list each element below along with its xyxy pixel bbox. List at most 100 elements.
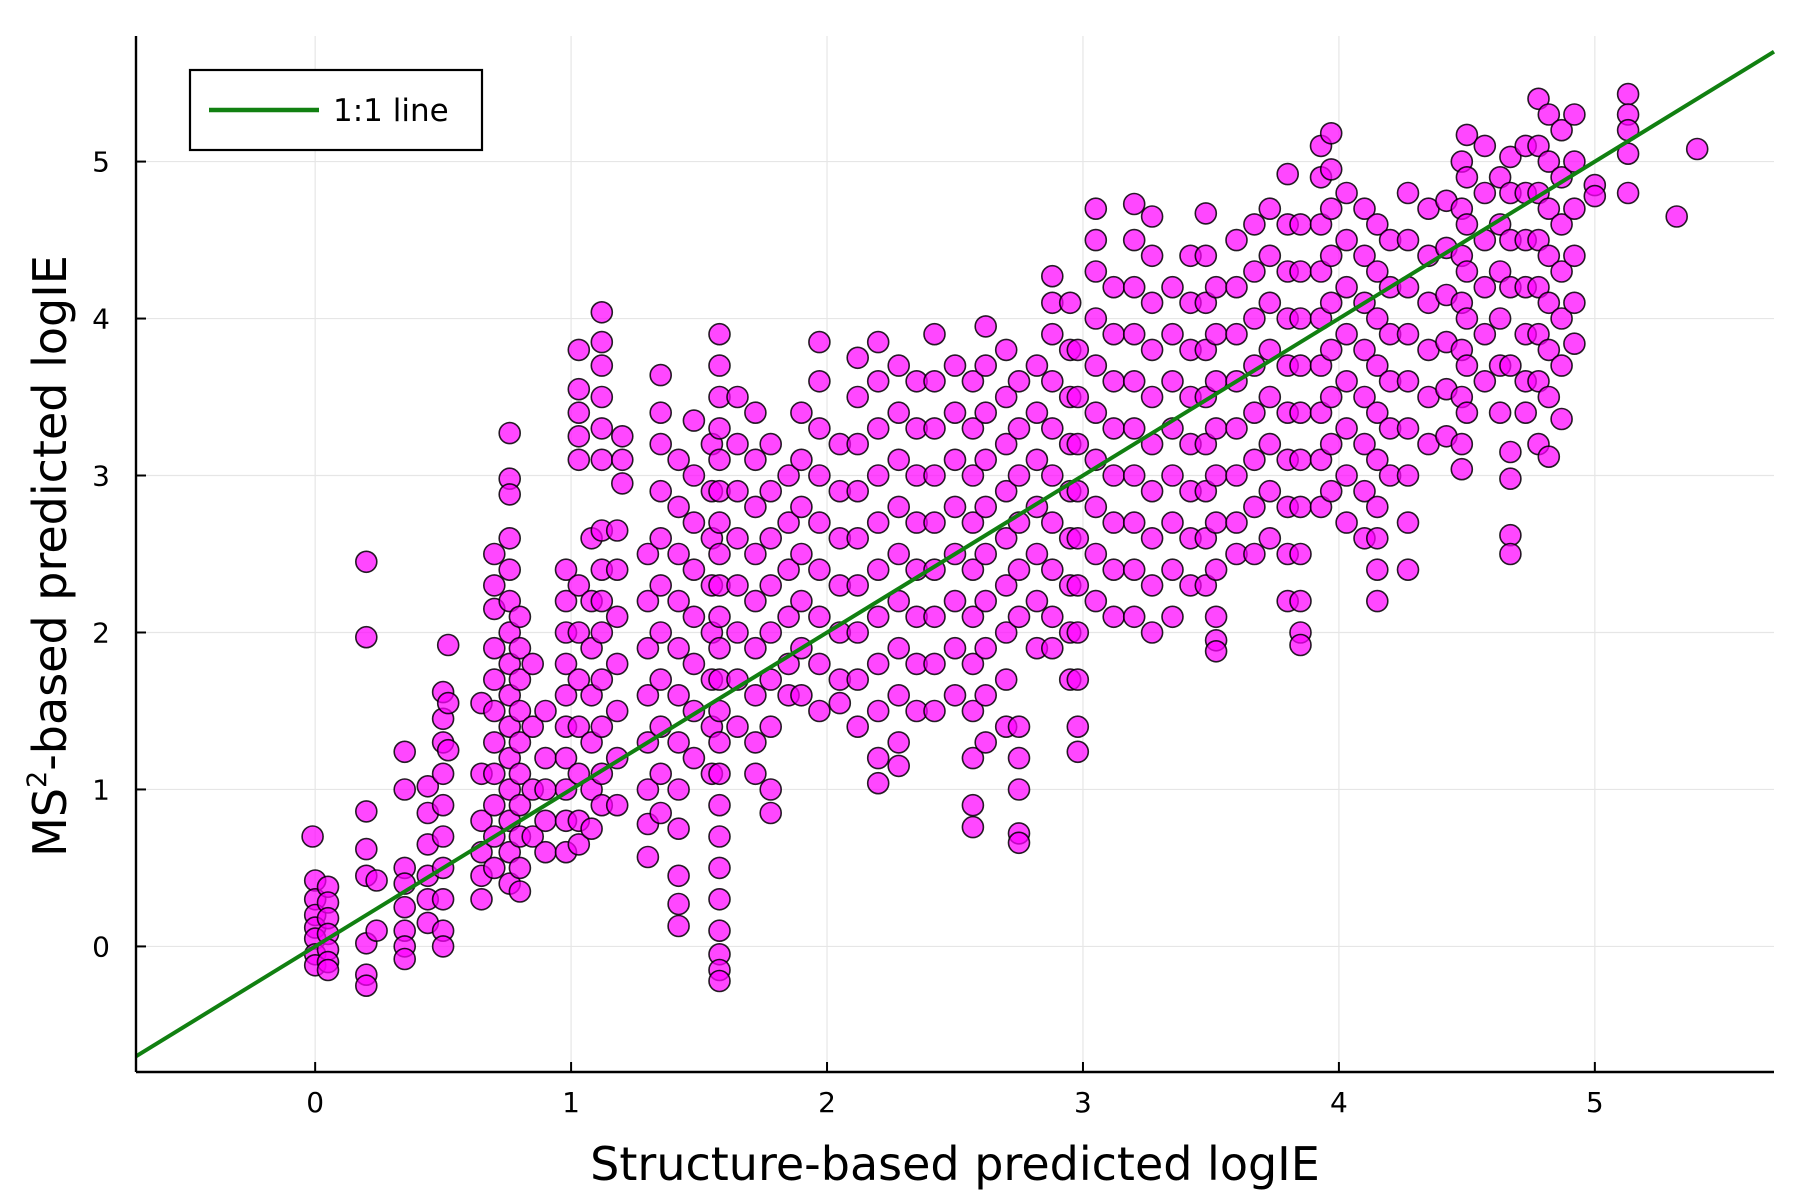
scatter-point xyxy=(1537,103,1561,126)
scatter-point xyxy=(1102,558,1125,582)
scatter-point xyxy=(636,636,660,660)
scatter-point xyxy=(590,715,614,739)
scatter-point xyxy=(1025,354,1049,377)
x-tick-label: 3 xyxy=(1074,1086,1092,1119)
scatter-point xyxy=(994,338,1018,362)
scatter-point xyxy=(961,746,985,770)
scatter-point xyxy=(1319,197,1343,220)
scatter-point xyxy=(667,683,690,707)
scatter-point xyxy=(846,668,870,691)
scatter-point xyxy=(923,605,946,629)
scatter-point xyxy=(994,574,1018,597)
scatter-point xyxy=(580,636,603,660)
reference-line-group xyxy=(134,49,1776,1059)
scatter-point xyxy=(1353,197,1376,220)
scatter-point xyxy=(1194,291,1218,315)
scatter-point xyxy=(1550,307,1573,330)
scatter-point xyxy=(431,825,455,848)
scatter-point xyxy=(1122,464,1146,487)
scatter-point xyxy=(1563,332,1586,356)
scatter-point xyxy=(521,715,545,739)
scatter-point xyxy=(759,574,783,597)
scatter-point xyxy=(887,754,911,778)
scatter-point xyxy=(1499,440,1522,464)
scatter-point xyxy=(431,793,455,817)
scatter-point xyxy=(1025,448,1049,472)
scatter-point xyxy=(682,605,706,629)
scatter-point xyxy=(943,354,967,377)
y-tick-label: 1 xyxy=(92,773,110,806)
scatter-point xyxy=(1550,118,1573,142)
scatter-point xyxy=(649,363,673,387)
scatter-point xyxy=(393,778,417,801)
scatter-point xyxy=(994,526,1018,550)
scatter-point xyxy=(567,621,591,644)
scatter-point xyxy=(1041,322,1064,346)
scatter-point xyxy=(1499,523,1522,547)
scatter-point xyxy=(1140,574,1164,597)
scatter-point xyxy=(994,432,1018,456)
scatter-point xyxy=(1066,621,1090,644)
scatter-point xyxy=(1007,605,1031,629)
x-tick-label: 2 xyxy=(818,1086,836,1119)
scatter-point xyxy=(1204,322,1228,346)
scatter-point xyxy=(1007,831,1031,855)
scatter-point xyxy=(1161,369,1184,393)
scatter-point xyxy=(961,793,985,817)
scatter-point xyxy=(610,472,634,495)
scatter-point xyxy=(498,558,522,582)
scatter-point xyxy=(1366,401,1389,425)
scatter-point xyxy=(759,801,783,825)
scatter-point xyxy=(1335,464,1358,487)
scatter-point xyxy=(1550,407,1573,431)
scatter-point xyxy=(482,793,506,817)
scatter-point xyxy=(1258,197,1282,220)
scatter-point xyxy=(1194,479,1218,503)
scatter-point xyxy=(636,589,660,613)
scatter-point xyxy=(1066,385,1090,409)
scatter-point xyxy=(1366,354,1389,377)
scatter-point xyxy=(943,401,967,425)
scatter-point xyxy=(1550,260,1573,283)
scatter-point xyxy=(580,731,603,754)
scatter-point xyxy=(567,574,591,597)
scatter-point xyxy=(1140,385,1164,409)
scatter-point xyxy=(808,558,831,582)
scatter-point xyxy=(1140,479,1164,503)
scatter-point xyxy=(1455,166,1479,189)
scatter-point xyxy=(1276,162,1299,186)
scatter-point xyxy=(1140,205,1164,228)
scatter-point xyxy=(726,621,749,644)
scatter-point xyxy=(521,825,545,848)
scatter-point xyxy=(498,421,522,445)
scatter-point xyxy=(1319,158,1343,181)
scatter-point xyxy=(498,840,522,864)
scatter-point xyxy=(508,699,532,723)
scatter-point xyxy=(708,511,731,534)
scatter-point xyxy=(943,448,967,472)
scatter-point xyxy=(1335,511,1358,534)
scatter-point xyxy=(1353,244,1376,268)
scatter-point xyxy=(808,699,831,723)
scatter-point xyxy=(943,495,967,519)
scatter-point xyxy=(1102,369,1125,393)
scatter-point xyxy=(1194,338,1218,362)
scatter-point xyxy=(1366,260,1389,283)
scatter-point xyxy=(1194,526,1218,550)
scatter-point xyxy=(508,762,532,786)
scatter-point xyxy=(708,969,731,993)
scatter-point xyxy=(1309,213,1333,236)
y-tick-label: 3 xyxy=(92,460,110,493)
scatter-point xyxy=(726,526,749,550)
scatter-point xyxy=(974,495,998,519)
scatter-point xyxy=(1007,715,1031,739)
scatter-point xyxy=(1084,307,1108,330)
scatter-point xyxy=(994,621,1018,644)
scatter-point xyxy=(605,652,629,676)
scatter-point xyxy=(1122,322,1146,346)
scatter-point xyxy=(790,589,813,613)
scatter-point xyxy=(866,464,890,487)
scatter-point xyxy=(1289,213,1312,236)
scatter-point xyxy=(1563,244,1586,268)
scatter-point xyxy=(846,574,870,597)
